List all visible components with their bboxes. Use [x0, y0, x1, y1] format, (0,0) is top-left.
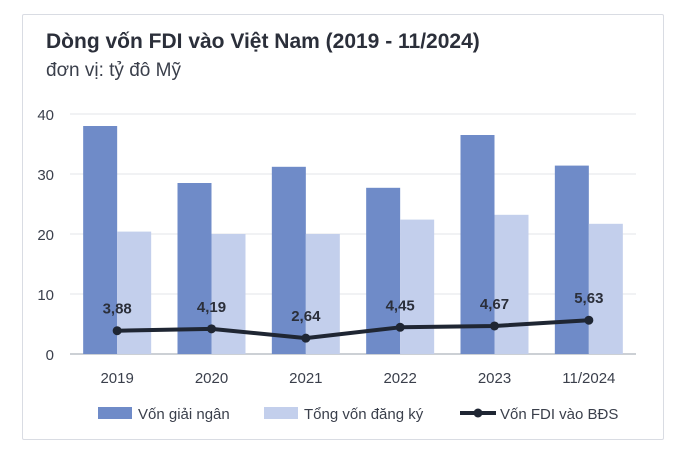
data-label: 2,64	[291, 308, 321, 325]
bar-von-giai-ngan	[271, 166, 306, 354]
data-label: 4,19	[197, 299, 226, 316]
bar-tong-von-dang-ky	[117, 231, 152, 354]
data-label: 3,88	[103, 301, 132, 318]
legend-label: Vốn FDI vào BĐS	[500, 406, 618, 423]
line-point	[301, 333, 311, 343]
bar-tong-von-dang-ky	[588, 223, 623, 354]
y-tick-label: 20	[37, 227, 54, 244]
line-point	[395, 322, 405, 332]
chart-title: Dòng vốn FDI vào Việt Nam (2019 - 11/202…	[46, 30, 480, 53]
bar-tong-von-dang-ky	[494, 214, 529, 354]
bar-von-giai-ngan	[460, 135, 495, 354]
bar-von-giai-ngan	[83, 126, 118, 354]
legend-swatch	[98, 407, 132, 419]
y-tick-label: 40	[37, 107, 54, 124]
legend-swatch	[264, 407, 298, 419]
chart-subtitle: đơn vị: tỷ đô Mỹ	[46, 60, 181, 81]
data-label: 5,63	[574, 290, 603, 307]
y-tick-label: 30	[37, 167, 54, 184]
line-point	[584, 315, 594, 325]
bar-tong-von-dang-ky	[400, 219, 435, 354]
x-tick-label: 11/2024	[562, 370, 615, 387]
x-tick-label: 2021	[289, 370, 322, 387]
legend-label: Tổng vốn đăng ký	[304, 406, 424, 423]
y-tick-label: 0	[46, 347, 54, 364]
data-label: 4,45	[386, 297, 415, 314]
bar-tong-von-dang-ky	[211, 234, 246, 354]
line-point	[490, 321, 499, 331]
x-tick-label: 2022	[383, 370, 416, 387]
bar-von-giai-ngan	[554, 165, 589, 354]
legend-label: Vốn giải ngân	[138, 406, 230, 423]
legend-marker	[473, 408, 483, 418]
x-tick-label: 2023	[478, 370, 511, 387]
data-label: 4,67	[480, 296, 509, 313]
y-tick-label: 10	[37, 287, 54, 304]
line-point	[112, 326, 122, 336]
line-point	[207, 324, 216, 334]
x-tick-label: 2019	[100, 370, 133, 387]
line-von-fdi-vao-bds	[117, 318, 589, 341]
bar-von-giai-ngan	[177, 183, 212, 354]
x-tick-label: 2020	[195, 370, 228, 387]
